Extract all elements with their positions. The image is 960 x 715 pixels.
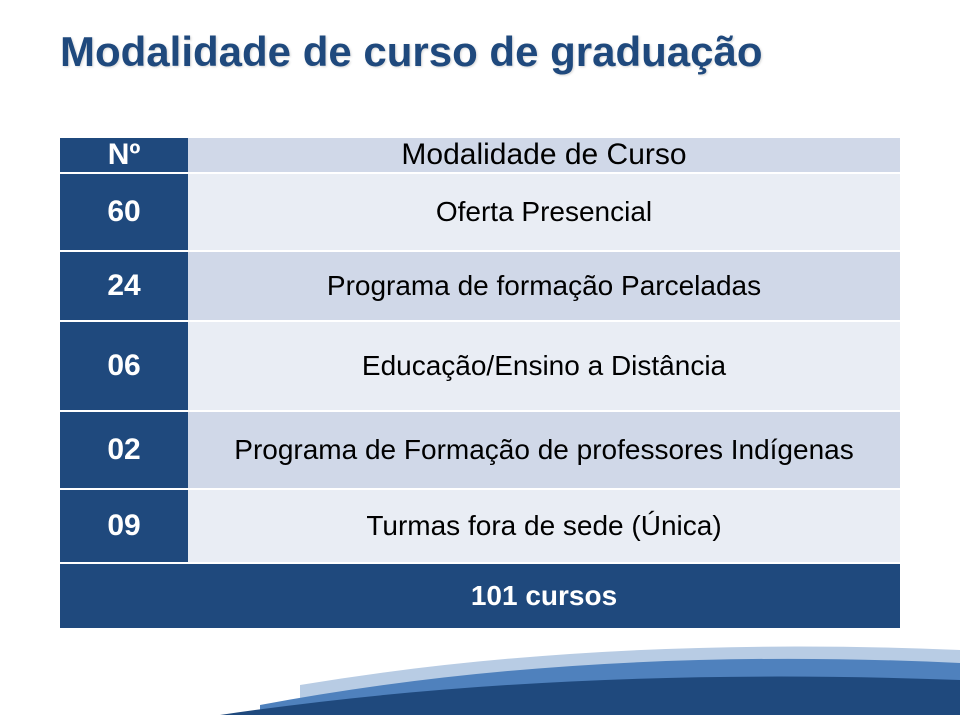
row-label: Educação/Ensino a Distância: [188, 322, 900, 412]
table-row: 24 Programa de formação Parceladas: [60, 252, 900, 322]
table-footer-row: 101 cursos: [60, 564, 900, 630]
modalidade-table: Nº Modalidade de Curso 60 Oferta Presenc…: [60, 138, 900, 630]
slide-title: Modalidade de curso de graduação: [60, 28, 763, 76]
table-row: 09 Turmas fora de sede (Única): [60, 490, 900, 564]
row-label: Oferta Presencial: [188, 174, 900, 252]
table-header-row: Nº Modalidade de Curso: [60, 138, 900, 174]
header-left: Nº: [60, 138, 188, 174]
row-number: 02: [60, 412, 188, 490]
row-number: 09: [60, 490, 188, 564]
row-label: Turmas fora de sede (Única): [188, 490, 900, 564]
footer-right: 101 cursos: [188, 564, 900, 630]
row-label: Programa de formação Parceladas: [188, 252, 900, 322]
row-number: 60: [60, 174, 188, 252]
table-row: 02 Programa de Formação de professores I…: [60, 412, 900, 490]
table-row: 06 Educação/Ensino a Distância: [60, 322, 900, 412]
row-label: Programa de Formação de professores Indí…: [188, 412, 900, 490]
table-row: 60 Oferta Presencial: [60, 174, 900, 252]
header-right: Modalidade de Curso: [188, 138, 900, 174]
footer-left: [60, 564, 188, 630]
row-number: 24: [60, 252, 188, 322]
row-number: 06: [60, 322, 188, 412]
